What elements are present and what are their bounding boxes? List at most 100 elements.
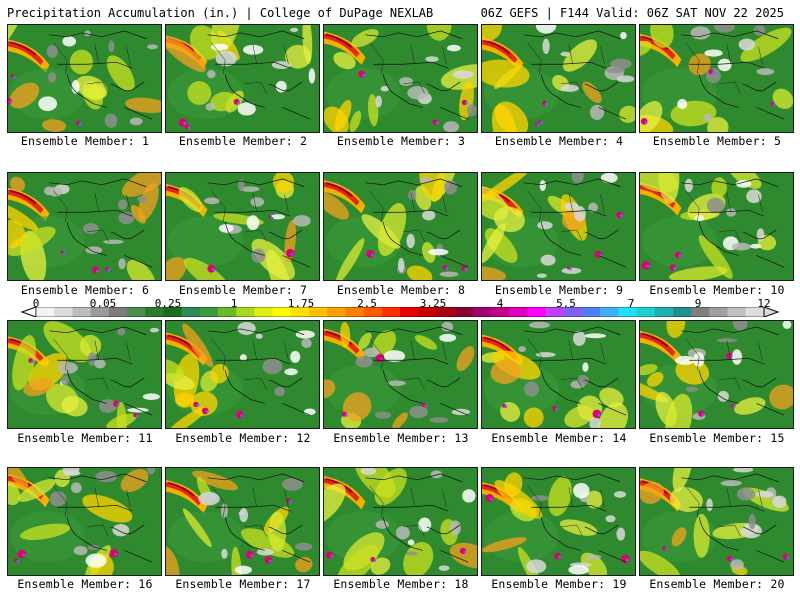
ensemble-member-map-13[interactable] xyxy=(323,320,478,429)
legend-color-swatch xyxy=(745,307,765,317)
ensemble-member-map-8[interactable] xyxy=(323,172,478,281)
ensemble-member-label: Ensemble Member: 13 xyxy=(333,431,469,445)
legend-color-swatch xyxy=(509,307,528,317)
ensemble-member-map-19[interactable] xyxy=(481,467,636,576)
legend-color-swatch xyxy=(181,307,201,317)
precip-map-image xyxy=(324,321,477,428)
precip-map-image xyxy=(166,25,319,132)
legend-color-swatch xyxy=(309,307,328,317)
legend-color-swatch xyxy=(691,307,710,317)
legend-color-swatch xyxy=(199,307,219,317)
ensemble-member-label: Ensemble Member: 5 xyxy=(652,134,782,148)
ensemble-member-map-2[interactable] xyxy=(165,24,320,133)
product-title: Precipitation Accumulation (in.) | Colle… xyxy=(7,6,434,20)
ensemble-member-label: Ensemble Member: 4 xyxy=(494,134,624,148)
legend-color-swatch xyxy=(472,307,492,317)
ensemble-member-label: Ensemble Member: 16 xyxy=(17,577,153,591)
ensemble-member-label: Ensemble Member: 2 xyxy=(178,134,308,148)
ensemble-member-label: Ensemble Member: 18 xyxy=(333,577,469,591)
precip-map-image xyxy=(324,25,477,132)
legend-color-swatch xyxy=(108,307,128,317)
ensemble-member-label: Ensemble Member: 9 xyxy=(494,283,624,297)
legend-color-swatch xyxy=(36,307,55,317)
legend-color-swatch xyxy=(90,307,110,317)
legend-color-swatch xyxy=(218,307,237,317)
ensemble-member-label: Ensemble Member: 12 xyxy=(175,431,311,445)
legend-color-swatch xyxy=(400,307,419,317)
ensemble-member-label: Ensemble Member: 3 xyxy=(336,134,466,148)
precip-map-image xyxy=(640,468,793,575)
precip-map-image xyxy=(640,25,793,132)
ensemble-member-map-9[interactable] xyxy=(481,172,636,281)
legend-color-swatch xyxy=(454,307,474,317)
legend-color-swatch xyxy=(654,307,674,317)
legend-color-swatch xyxy=(636,307,656,317)
precip-map-image xyxy=(482,468,635,575)
ensemble-member-map-14[interactable] xyxy=(481,320,636,429)
ensemble-member-label: Ensemble Member: 10 xyxy=(649,283,785,297)
precip-map-image xyxy=(8,25,161,132)
ensemble-member-label: Ensemble Member: 20 xyxy=(649,577,785,591)
legend-color-swatch xyxy=(54,307,73,317)
precip-map-image xyxy=(324,173,477,280)
legend-tick-label: 0 xyxy=(32,297,40,310)
precip-map-image xyxy=(640,173,793,280)
ensemble-member-map-1[interactable] xyxy=(7,24,162,133)
ensemble-member-map-10[interactable] xyxy=(639,172,794,281)
ensemble-member-map-18[interactable] xyxy=(323,467,478,576)
ensemble-member-map-17[interactable] xyxy=(165,467,320,576)
legend-tick-label: 1 xyxy=(230,297,238,310)
ensemble-member-map-5[interactable] xyxy=(639,24,794,133)
ensemble-member-map-6[interactable] xyxy=(7,172,162,281)
ensemble-member-label: Ensemble Member: 11 xyxy=(17,431,153,445)
ensemble-member-label: Ensemble Member: 15 xyxy=(649,431,785,445)
ensemble-member-map-12[interactable] xyxy=(165,320,320,429)
legend-tick-label: 4 xyxy=(496,297,504,310)
legend-color-swatch xyxy=(127,307,146,317)
precip-map-image xyxy=(482,173,635,280)
precip-map-image xyxy=(482,321,635,428)
legend-color-swatch xyxy=(145,307,164,317)
legend-color-swatch xyxy=(254,307,273,317)
ensemble-member-map-3[interactable] xyxy=(323,24,478,133)
ensemble-member-map-4[interactable] xyxy=(481,24,636,133)
legend-right-arrow xyxy=(763,307,780,317)
legend-color-swatch xyxy=(727,307,747,317)
legend-color-swatch xyxy=(563,307,583,317)
legend-color-swatch xyxy=(381,307,401,317)
legend-color-swatch xyxy=(290,307,310,317)
header: Precipitation Accumulation (in.) | Colle… xyxy=(0,0,800,24)
legend-tick-label: 7 xyxy=(627,297,635,310)
precip-map-image xyxy=(8,321,161,428)
ensemble-member-label: Ensemble Member: 19 xyxy=(491,577,627,591)
legend-color-swatch xyxy=(527,307,546,317)
ensemble-member-map-15[interactable] xyxy=(639,320,794,429)
legend-color-swatch xyxy=(327,307,346,317)
precip-map-image xyxy=(640,321,793,428)
color-scale-bar xyxy=(20,307,780,317)
legend-color-swatch xyxy=(418,307,437,317)
ensemble-member-map-20[interactable] xyxy=(639,467,794,576)
ensemble-member-label: Ensemble Member: 7 xyxy=(178,283,308,297)
legend-color-swatch xyxy=(236,307,255,317)
legend-color-swatch xyxy=(72,307,91,317)
ensemble-member-label: Ensemble Member: 8 xyxy=(336,283,466,297)
precip-map-image xyxy=(166,173,319,280)
legend-color-swatch xyxy=(545,307,565,317)
legend-color-swatch xyxy=(363,307,383,317)
ensemble-member-map-11[interactable] xyxy=(7,320,162,429)
precip-map-image xyxy=(166,321,319,428)
ensemble-member-map-7[interactable] xyxy=(165,172,320,281)
legend-color-swatch xyxy=(618,307,637,317)
legend-color-swatch xyxy=(709,307,728,317)
precip-map-image xyxy=(8,468,161,575)
legend-bar-outline xyxy=(35,307,765,317)
legend-color-swatch xyxy=(582,307,601,317)
legend-tick-label: 9 xyxy=(694,297,702,310)
legend-color-swatch xyxy=(272,307,292,317)
ensemble-member-map-16[interactable] xyxy=(7,467,162,576)
ensemble-member-label: Ensemble Member: 17 xyxy=(175,577,311,591)
legend-color-swatch xyxy=(491,307,510,317)
precip-map-image xyxy=(8,173,161,280)
ensemble-member-label: Ensemble Member: 6 xyxy=(20,283,150,297)
